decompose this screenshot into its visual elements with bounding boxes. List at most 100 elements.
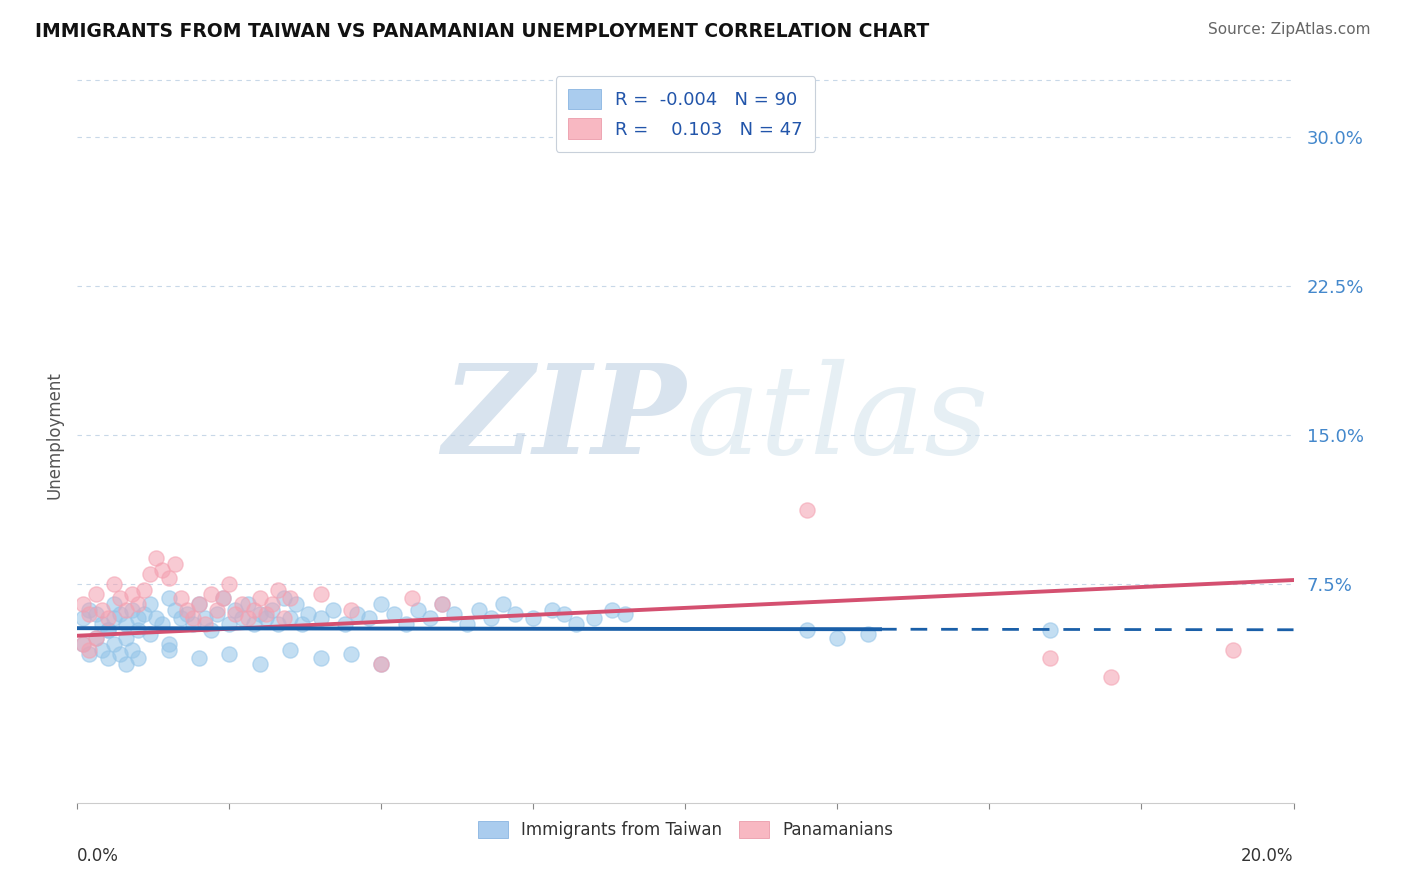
- Point: [333, 616, 356, 631]
- Point: [127, 623, 149, 637]
- Point: [260, 597, 283, 611]
- Text: ZIP: ZIP: [441, 359, 686, 481]
- Point: [224, 603, 246, 617]
- Point: [134, 607, 156, 621]
- Point: [103, 577, 125, 591]
- Point: [72, 597, 94, 611]
- Point: [200, 623, 222, 637]
- Point: [370, 657, 392, 671]
- Point: [97, 623, 120, 637]
- Point: [297, 607, 319, 621]
- Point: [503, 607, 526, 621]
- Point: [205, 603, 228, 617]
- Point: [108, 647, 131, 661]
- Point: [139, 626, 162, 640]
- Point: [72, 637, 94, 651]
- Point: [273, 611, 295, 625]
- Text: 0.0%: 0.0%: [77, 847, 120, 865]
- Point: [254, 611, 277, 625]
- Point: [145, 611, 167, 625]
- Point: [419, 611, 441, 625]
- Point: [139, 597, 162, 611]
- Point: [249, 607, 271, 621]
- Point: [796, 503, 818, 517]
- Point: [254, 607, 277, 621]
- Point: [395, 616, 418, 631]
- Point: [115, 631, 138, 645]
- Point: [194, 611, 217, 625]
- Point: [249, 657, 271, 671]
- Point: [97, 650, 120, 665]
- Point: [340, 603, 363, 617]
- Point: [273, 591, 295, 605]
- Text: 20.0%: 20.0%: [1241, 847, 1294, 865]
- Point: [430, 597, 453, 611]
- Point: [72, 611, 94, 625]
- Point: [79, 607, 101, 621]
- Point: [309, 650, 332, 665]
- Point: [79, 647, 101, 661]
- Point: [278, 611, 301, 625]
- Point: [218, 616, 240, 631]
- Point: [108, 607, 131, 621]
- Point: [218, 577, 240, 591]
- Point: [134, 582, 156, 597]
- Point: [401, 591, 423, 605]
- Point: [309, 611, 332, 625]
- Point: [115, 657, 138, 671]
- Point: [467, 603, 489, 617]
- Point: [127, 611, 149, 625]
- Point: [340, 647, 363, 661]
- Point: [212, 591, 235, 605]
- Point: [72, 637, 94, 651]
- Point: [224, 607, 246, 621]
- Point: [90, 616, 112, 631]
- Point: [540, 603, 562, 617]
- Point: [121, 603, 143, 617]
- Point: [231, 611, 253, 625]
- Point: [188, 597, 211, 611]
- Point: [163, 557, 186, 571]
- Point: [218, 647, 240, 661]
- Point: [121, 587, 143, 601]
- Point: [200, 587, 222, 601]
- Point: [443, 607, 465, 621]
- Point: [157, 642, 180, 657]
- Text: IMMIGRANTS FROM TAIWAN VS PANAMANIAN UNEMPLOYMENT CORRELATION CHART: IMMIGRANTS FROM TAIWAN VS PANAMANIAN UNE…: [35, 22, 929, 41]
- Point: [322, 603, 344, 617]
- Point: [90, 603, 112, 617]
- Point: [152, 563, 174, 577]
- Point: [108, 591, 131, 605]
- Point: [205, 607, 228, 621]
- Point: [170, 611, 193, 625]
- Point: [522, 611, 544, 625]
- Point: [359, 611, 381, 625]
- Point: [97, 623, 120, 637]
- Point: [602, 603, 624, 617]
- Point: [84, 631, 107, 645]
- Point: [194, 616, 217, 631]
- Point: [346, 607, 368, 621]
- Point: [103, 611, 125, 625]
- Point: [856, 626, 879, 640]
- Point: [163, 603, 186, 617]
- Point: [79, 603, 101, 617]
- Legend: Immigrants from Taiwan, Panamanians: Immigrants from Taiwan, Panamanians: [471, 814, 900, 846]
- Point: [285, 597, 308, 611]
- Point: [406, 603, 429, 617]
- Text: atlas: atlas: [686, 359, 988, 481]
- Point: [115, 616, 138, 631]
- Point: [278, 591, 301, 605]
- Point: [1099, 671, 1122, 685]
- Point: [1039, 650, 1062, 665]
- Point: [103, 637, 125, 651]
- Point: [84, 631, 107, 645]
- Point: [84, 607, 107, 621]
- Point: [145, 551, 167, 566]
- Point: [231, 597, 253, 611]
- Point: [479, 611, 502, 625]
- Point: [157, 571, 180, 585]
- Point: [127, 597, 149, 611]
- Point: [492, 597, 515, 611]
- Point: [176, 603, 198, 617]
